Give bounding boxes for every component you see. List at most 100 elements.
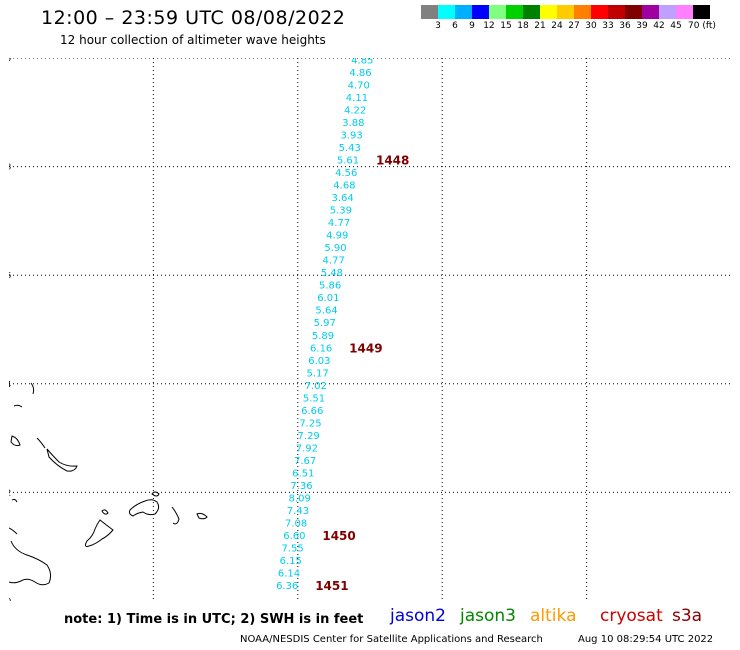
wave-height-value: 3.88	[342, 118, 364, 129]
wave-height-value: 7.25	[299, 418, 321, 429]
coastline-cay-2	[101, 509, 109, 515]
wave-height-value: 6.66	[301, 406, 323, 417]
wave-height-value: 4.70	[348, 80, 370, 91]
coastline-mayaguana	[196, 512, 208, 520]
pass-time-label: 1448	[376, 154, 409, 168]
wave-height-value: 4.77	[328, 218, 350, 229]
coastline-long-island	[36, 437, 46, 449]
legend-swatch	[472, 5, 489, 19]
wave-height-value: 3.64	[331, 193, 353, 204]
legend-swatch	[676, 5, 693, 19]
mission-jason3: jason3	[460, 606, 516, 626]
credit-line: NOAA/NESDIS Center for Satellite Applica…	[240, 634, 543, 645]
latitude-tick-label: 20	[9, 597, 11, 601]
legend-labels: 3 6 9 12 15 18 21 24 27 30 33 36 39 42 45 70 (ft)	[421, 19, 740, 31]
legend-label: 36	[619, 21, 631, 31]
wave-height-value: 5.97	[314, 318, 336, 329]
wave-height-value: 5.39	[330, 206, 352, 217]
legend-label: 42	[653, 21, 665, 31]
legend-label: 15	[500, 21, 512, 31]
latitude-tick-label: 28	[9, 163, 11, 172]
coastline-acklins	[46, 448, 78, 472]
latitude-tick-label: 26	[9, 271, 11, 280]
axis-tick-labels: -75-72-69-66-63-60302826242220	[1, 54, 730, 612]
wave-height-value: 6.03	[308, 356, 330, 367]
legend-swatch	[642, 5, 659, 19]
legend-label: 18	[517, 21, 529, 31]
mission-s3a: s3a	[672, 606, 703, 626]
coastline-great-inagua	[8, 540, 52, 586]
legend-label: 6	[452, 21, 458, 31]
wave-height-value: 4.11	[346, 93, 368, 104]
wave-height-value: 6.14	[278, 569, 300, 580]
wave-height-value: 6.01	[317, 293, 339, 304]
map-canvas: 4.85 4.864.70 4.114.22 3.88 3.935.43 5.614.56…	[1, 54, 731, 612]
coastline-caymans	[11, 498, 18, 503]
wave-height-value: 5.61	[337, 156, 359, 167]
coastline-cay-1	[151, 491, 160, 497]
wave-height-value: 7.29	[298, 431, 320, 442]
legend-label: 9	[469, 21, 475, 31]
wave-height-value: 7.08	[285, 518, 307, 529]
wave-height-value: 6.16	[310, 343, 332, 354]
wave-height-value: 7.55	[281, 544, 303, 555]
pass-time-label: 1449	[349, 341, 382, 355]
pass-time-label: 1451	[315, 579, 348, 593]
wave-height-value: 6.36	[276, 581, 298, 592]
wave-height-value: 7.92	[296, 443, 318, 454]
coastline	[8, 382, 208, 586]
coastline-caicos	[128, 499, 160, 517]
legend-swatch	[421, 5, 438, 19]
time-labels: 1448 1449 1450 1451	[315, 154, 409, 594]
wave-height-value: 4.56	[335, 168, 357, 179]
legend-label: 3	[435, 21, 441, 31]
pass-time-label: 1450	[322, 529, 355, 543]
coastline-san-salvador	[30, 382, 35, 395]
map-subtitle: 12 hour collection of altimeter wave hei…	[60, 33, 326, 47]
wave-height-value: 4.68	[333, 181, 355, 192]
legend-label: 30	[585, 21, 597, 31]
wave-height-value: 7.67	[294, 456, 316, 467]
legend-swatches	[421, 5, 740, 19]
wave-height-value: 4.86	[349, 68, 371, 79]
legend-swatch	[540, 5, 557, 19]
graticule	[9, 57, 731, 601]
legend-swatch	[489, 5, 506, 19]
legend-swatch	[523, 5, 540, 19]
legend-swatch	[625, 5, 642, 19]
legend-label: 33	[602, 21, 614, 31]
legend-swatch	[574, 5, 591, 19]
wave-height-value: 6.15	[280, 556, 302, 567]
legend-label: 24	[551, 21, 563, 31]
legend-label: 70 (ft)	[688, 21, 716, 31]
wave-height-value: 5.86	[319, 281, 341, 292]
legend-swatch	[591, 5, 608, 19]
wave-height-value: 4.99	[326, 231, 348, 242]
wave-height-value: 5.89	[312, 331, 334, 342]
mission-altika: altika	[530, 606, 577, 626]
altimeter-track: 4.85 4.864.70 4.114.22 3.88 3.935.43 5.614.56…	[276, 55, 373, 592]
latitude-tick-label: 30	[9, 58, 11, 63]
coastline-turks	[171, 506, 180, 525]
wave-height-value: 7.43	[287, 506, 309, 517]
legend-swatch	[438, 5, 455, 19]
wave-height-value: 6.60	[283, 531, 305, 542]
latitude-tick-label: 22	[9, 488, 11, 497]
legend-swatch	[608, 5, 625, 19]
legend-swatch	[693, 5, 710, 19]
wave-height-value: 7.02	[305, 381, 327, 392]
legend-label: 12	[483, 21, 495, 31]
coastline-rum-cay	[13, 404, 23, 408]
latitude-tick-label: 24	[9, 380, 11, 389]
wave-height-value: 4.85	[351, 58, 373, 66]
coastline-cuba-east	[8, 527, 18, 535]
map-title: 12:00 – 23:59 UTC 08/08/2022	[41, 7, 346, 29]
wave-height-value: 7.36	[290, 481, 312, 492]
wave-height-value: 5.43	[339, 143, 361, 154]
mission-cryosat: cryosat	[600, 606, 663, 626]
legend-label: 21	[534, 21, 546, 31]
wave-height-value: 4.77	[323, 256, 345, 267]
wave-height-map: 4.85 4.86 4.70 4.11 4.22 3.88 3.93 5.43 5.61 4.56…	[1, 54, 731, 612]
mission-jason2: jason2	[390, 606, 446, 626]
wave-height-value: 8.09	[289, 493, 311, 504]
